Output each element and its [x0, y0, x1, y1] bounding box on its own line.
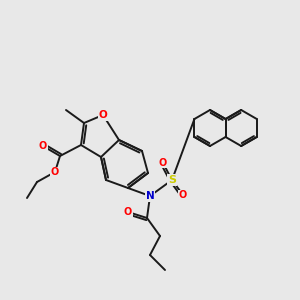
Text: O: O: [51, 167, 59, 177]
Text: O: O: [124, 207, 132, 217]
Text: S: S: [168, 175, 176, 185]
Text: O: O: [39, 141, 47, 151]
Text: O: O: [99, 110, 107, 120]
Text: O: O: [179, 190, 187, 200]
Text: N: N: [146, 191, 154, 201]
Text: O: O: [159, 158, 167, 168]
